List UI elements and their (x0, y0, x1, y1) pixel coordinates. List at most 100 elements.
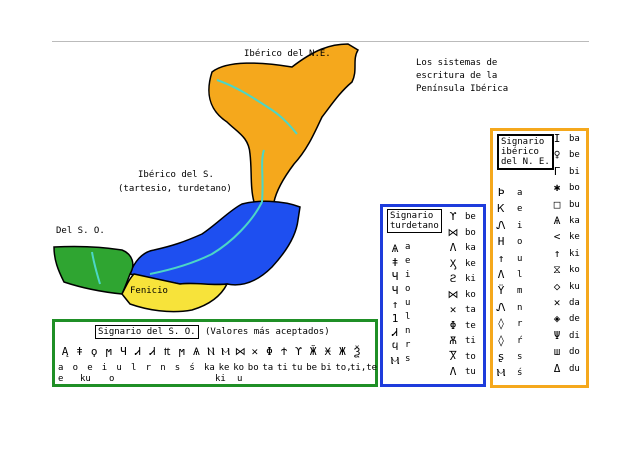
ne-right-glyph: Γ (553, 164, 561, 178)
turdetano-syllable-glyph: Λ (449, 365, 457, 378)
diagram-title-line1: Los sistemas de (416, 58, 498, 68)
so-sound: to, (335, 363, 352, 373)
so-glyph: ₶ (163, 345, 171, 358)
so-sound: ta (262, 363, 274, 373)
turdetano-syllable-glyph: ⋈ (447, 225, 459, 239)
so-glyph: ϻ (178, 345, 186, 358)
ne-right-sound: da (569, 298, 580, 308)
so-sound: ś (189, 363, 195, 373)
so-sound: bo (247, 363, 259, 373)
ne-left-sound: r (517, 319, 523, 330)
ne-right-sound: ke (569, 232, 580, 243)
turdetano-header: Signario turdetano (387, 209, 442, 233)
figure-frame: Los sistemas de escritura de la Penínsul… (52, 41, 589, 391)
so-glyph: Ѯ (353, 345, 361, 358)
ne-right-glyph: ↑ (553, 246, 561, 260)
turdetano-syllable-glyph: ⋈ (447, 287, 459, 301)
so-glyph: Ӿ (324, 345, 332, 358)
so-sound: u (116, 363, 122, 373)
turdetano-vowel-glyph: 1 (391, 312, 399, 325)
ne-left-glyph: Þ (497, 186, 505, 199)
turdetano-syllable-sound: ta (465, 305, 476, 315)
river-upper (261, 149, 265, 203)
ne-left-glyph: Ⲙ (496, 366, 506, 380)
ne-right-sound: do (569, 347, 580, 358)
turdetano-vowel-glyph: Ꮧ (392, 326, 398, 339)
iberian-map (53, 43, 360, 313)
so-note: (Valores más aceptados) (205, 327, 330, 337)
ne-right-sound: ki (569, 248, 580, 259)
turdetano-vowel-sound: e (405, 256, 411, 266)
turdetano-syllable-sound: ti (465, 336, 476, 346)
ne-left-sound: i (517, 220, 523, 231)
label-iberico-s-line1: Ibérico del S. (138, 170, 214, 180)
river-guadiana (91, 251, 101, 285)
so-header: Signario del S. O. (95, 325, 199, 339)
so-glyph: Ж (339, 345, 346, 358)
turdetano-vowel-sound: r (405, 340, 411, 350)
so-sound: r (145, 363, 152, 373)
so-glyph: Ⲛ (207, 345, 215, 358)
ne-left-sound: n (517, 302, 523, 313)
ne-left-glyph: ◊ (497, 333, 505, 347)
so-sound-row2: u (237, 374, 243, 384)
turdetano-vowel-sound: u (405, 298, 411, 308)
turdetano-syllable-glyph: Ѫ (449, 334, 457, 347)
so-sound: i (101, 363, 108, 373)
so-glyph: ✕ (251, 345, 259, 358)
ne-right-glyph: ✕ (553, 296, 561, 309)
so-sound-row2: e (58, 374, 64, 384)
ne-left-sound: u (517, 253, 523, 264)
fenicio-region (121, 273, 229, 313)
so-glyph: Ⲙ (221, 345, 231, 358)
so-sound-row2: ku (80, 374, 91, 384)
ne-right-sound: bu (569, 199, 580, 210)
so-sound: tu (291, 363, 303, 373)
ne-left-sound: a (517, 188, 523, 198)
label-del-so: Del S. O. (56, 226, 105, 236)
so-glyph: Ϯ (280, 345, 288, 358)
ne-right-glyph: Ѧ (553, 214, 561, 227)
turdetano-vowel-glyph: Ч (391, 270, 399, 283)
turdetano-vowel-sound: i (405, 270, 411, 280)
ne-right-sound: ku (569, 281, 580, 292)
turdetano-syllable-glyph: Φ (449, 318, 457, 332)
turdetano-vowel-sound: s (405, 354, 411, 364)
turdetano-vowel-glyph: Ⲙ (390, 354, 400, 367)
so-sound-row2: o (109, 374, 115, 384)
turdetano-vowel-sound: a (405, 242, 411, 252)
turdetano-syllable-sound: ke (465, 258, 476, 269)
so-glyph: Ꮧ (135, 345, 141, 358)
label-iberico-s-line2: (tartesio, turdetano) (118, 184, 232, 194)
so-sound: n (160, 363, 166, 373)
so-glyph: Ą (61, 345, 69, 358)
so-sound: s (174, 363, 181, 373)
ne-header: Signario ibérico del N. E. (497, 134, 554, 170)
ne-region (208, 43, 360, 203)
ne-right-glyph: ♀ (553, 148, 561, 162)
ne-right-sound: de (569, 314, 580, 325)
so-glyph: Ч (120, 345, 127, 358)
so-glyph: ϙ (90, 345, 98, 358)
so-sound: a (58, 363, 64, 373)
ne-left-sound: m (517, 286, 523, 297)
ne-header-line3: del N. E. (501, 157, 550, 167)
ne-right-sound: ko (569, 265, 580, 276)
so-glyph: Ꮧ (149, 345, 156, 358)
ne-left-glyph: ◊ (497, 317, 505, 331)
turdetano-vowel-glyph: ↑ (391, 298, 399, 311)
ne-left-sound: ś (517, 368, 523, 379)
turdetano-syllable-sound: to (465, 351, 476, 362)
so-glyph: Ӂ (309, 345, 317, 358)
turdetano-syllable-glyph: Ⴟ (449, 349, 457, 363)
turdetano-syllable-glyph: Λ (449, 241, 457, 254)
ne-header-line2: ibérico (501, 147, 539, 157)
so-glyph: ǂ (76, 345, 83, 358)
so-sound: bi (320, 363, 332, 373)
river-ebro (216, 79, 298, 135)
ne-right-glyph: □ (553, 197, 561, 211)
ne-right-glyph: ◇ (553, 279, 561, 293)
ne-header-line1: Signario (501, 137, 545, 147)
